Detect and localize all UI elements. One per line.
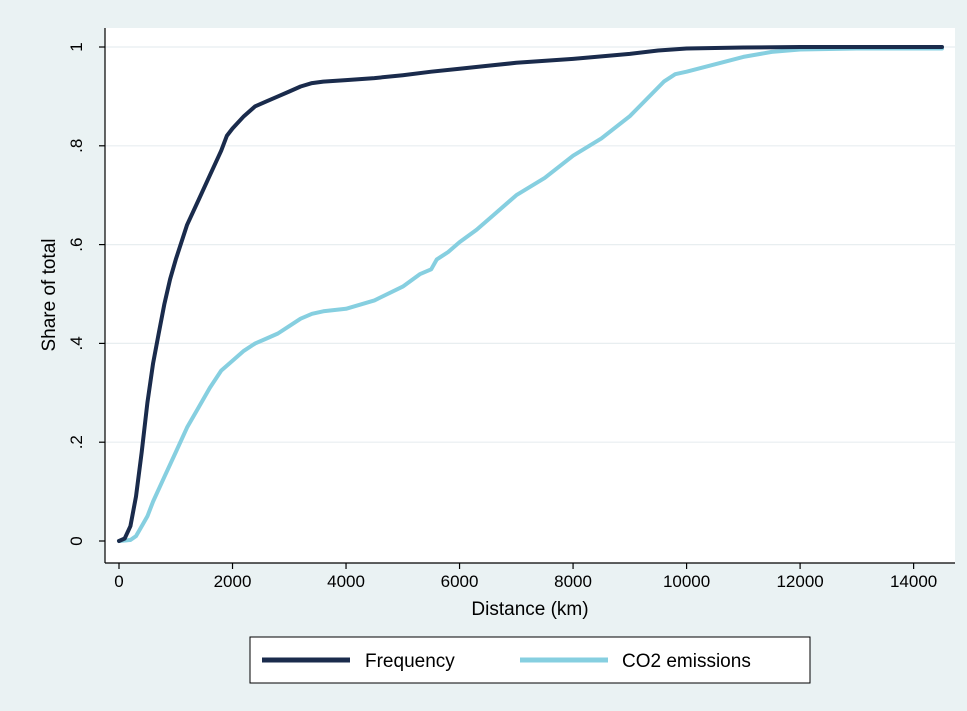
x-axis-title: Distance (km)	[471, 599, 588, 620]
x-tick-label: 14000	[890, 572, 937, 591]
legend: Frequency CO2 emissions	[249, 636, 811, 684]
y-axis-ticks: 0 .2 .4 .6 .8 1	[67, 42, 105, 546]
x-tick-label: 0	[114, 572, 123, 591]
legend-label-co2-emissions: CO2 emissions	[622, 651, 751, 672]
x-tick-label: 8000	[554, 572, 592, 591]
x-tick-label: 2000	[214, 572, 252, 591]
series-lines	[117, 45, 944, 543]
legend-label-frequency: Frequency	[365, 651, 455, 672]
y-tick-label: .4	[67, 336, 86, 350]
axes	[104, 28, 955, 564]
x-tick-label: 12000	[776, 572, 823, 591]
x-tick-label: 6000	[441, 572, 479, 591]
series-line-frequency	[117, 45, 944, 543]
x-tick-label: 4000	[327, 572, 365, 591]
gridlines	[105, 46, 955, 443]
y-tick-label: .2	[67, 435, 86, 449]
series-line-co2-emissions	[117, 46, 944, 543]
y-tick-label: .8	[67, 139, 86, 153]
x-tick-label: 10000	[663, 572, 710, 591]
y-tick-label: 0	[67, 536, 86, 545]
plot-area	[105, 28, 955, 563]
x-axis-ticks: 0 2000 4000 6000 8000 10000 12000 14000	[114, 563, 937, 591]
y-tick-label: .6	[67, 238, 86, 252]
y-axis-title: Share of total	[39, 238, 60, 351]
y-tick-label: 1	[67, 42, 86, 51]
